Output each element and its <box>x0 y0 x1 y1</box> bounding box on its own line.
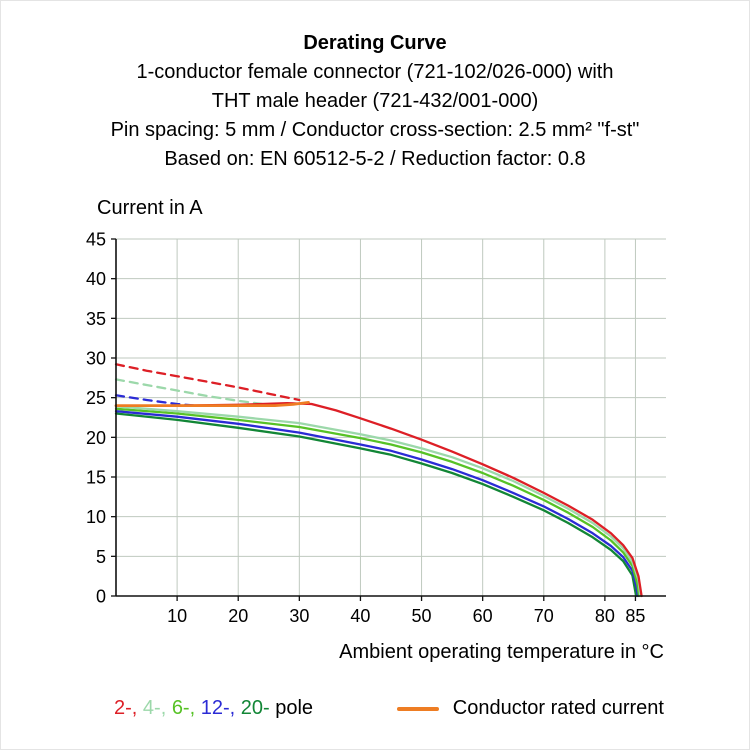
y-tick-label: 5 <box>96 547 106 567</box>
y-tick-label: 40 <box>86 269 106 289</box>
y-tick-label: 15 <box>86 468 106 488</box>
legend-rated-label: Conductor rated current <box>452 697 664 719</box>
legend-rated-group: Conductor rated current <box>396 697 664 720</box>
legend-pole-item: 12-, <box>200 697 241 719</box>
curve-conductor-rated-current <box>114 400 310 408</box>
y-tick-label: 45 <box>86 230 106 250</box>
y-axis-title: Current in A <box>97 197 203 219</box>
legend-pole-item: 6-, <box>171 697 201 719</box>
chart-subtitle-line-3: Pin spacing: 5 mm / Conductor cross-sect… <box>110 119 640 141</box>
y-tick-label: 25 <box>86 388 106 408</box>
x-tick-label: 30 <box>289 606 309 626</box>
curve-12-pole-without-reduction-factor <box>114 394 197 407</box>
x-tick-label: 80 <box>595 606 615 626</box>
curve-2-pole-without-reduction-factor <box>114 363 301 402</box>
curve-6-pole <box>114 407 641 598</box>
legend-pole-group: 2-, 4-, 6-, 12-, 20- pole <box>114 697 313 720</box>
legend-pole-item: 20- <box>240 697 270 719</box>
chart-subtitle-line-2: THT male header (721-432/001-000) <box>211 90 539 112</box>
chart-header: Derating Curve 1-conductor female connec… <box>1 29 749 174</box>
curve-4-pole <box>114 405 642 598</box>
x-tick-label: 85 <box>625 606 645 626</box>
curve-12-pole <box>114 410 640 598</box>
y-tick-label: 10 <box>86 507 106 527</box>
curve-20-pole <box>114 412 638 598</box>
derating-chart: 0 5 10 15 20 25 30 35 40 45 10 20 30 40 50 60 70 80 85 <box>86 230 666 626</box>
y-tick-label: 0 <box>96 587 106 607</box>
x-tick-label: 10 <box>167 606 187 626</box>
chart-legend: 2-, 4-, 6-, 12-, 20- pole Conductor rate… <box>114 697 664 720</box>
x-tick-label: 20 <box>228 606 248 626</box>
legend-pole-items: 2-, 4-, 6-, 12-, 20- <box>114 697 270 719</box>
y-tick-label: 30 <box>86 349 106 369</box>
chart-title: Derating Curve <box>303 32 447 54</box>
y-tick-label: 20 <box>86 428 106 448</box>
chart-subtitle-line-1: 1-conductor female connector (721-102/02… <box>136 61 614 83</box>
x-tick-label: 60 <box>473 606 493 626</box>
legend-pole-item: 4-, <box>142 697 172 719</box>
x-tick-label: 50 <box>412 606 432 626</box>
curve-4-pole-without-reduction-factor <box>114 378 270 406</box>
chart-subtitle-line-4: Based on: EN 60512-5-2 / Reduction facto… <box>164 148 586 170</box>
rated-current-line-swatch <box>396 706 439 711</box>
curve-2-pole <box>114 402 643 598</box>
x-axis-title: Ambient operating temperature in °C <box>339 641 664 663</box>
y-tick-label: 35 <box>86 309 106 329</box>
legend-pole-suffix: pole <box>269 697 314 719</box>
x-tick-label: 70 <box>534 606 554 626</box>
legend-pole-item: 2-, <box>114 697 143 719</box>
x-tick-label: 40 <box>350 606 370 626</box>
